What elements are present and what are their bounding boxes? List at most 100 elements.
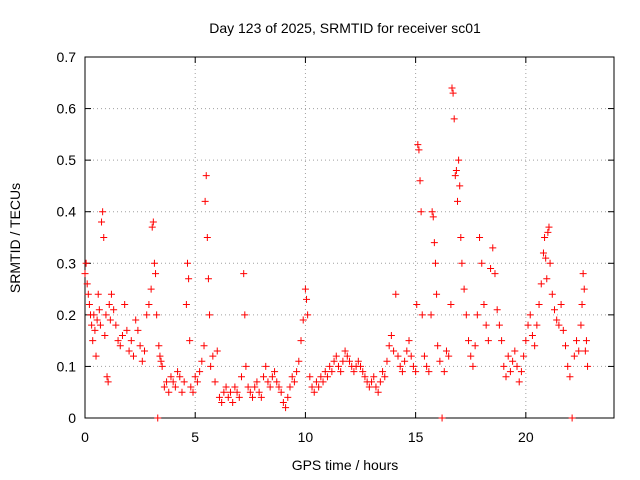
data-point [191, 373, 199, 381]
data-point [578, 301, 586, 309]
data-point [577, 321, 585, 329]
data-point [202, 172, 210, 180]
data-point [297, 337, 305, 345]
data-point [104, 378, 112, 386]
data-point [387, 331, 395, 339]
data-point [262, 362, 270, 370]
data-point [526, 311, 534, 319]
data-point [482, 321, 490, 329]
data-point [417, 208, 425, 216]
data-point [401, 357, 409, 365]
data-point [465, 337, 473, 345]
data-point [110, 306, 118, 314]
data-point [413, 301, 421, 309]
data-point [515, 378, 523, 386]
data-point [359, 368, 367, 376]
data-point [129, 352, 137, 360]
data-point [92, 352, 100, 360]
data-point [293, 368, 301, 376]
data-point [246, 388, 254, 396]
data-point [215, 393, 223, 401]
data-point [326, 362, 334, 370]
data-point [455, 156, 463, 164]
data-point [231, 383, 239, 391]
data-point [539, 249, 547, 257]
data-point [476, 234, 484, 241]
data-point [125, 347, 133, 355]
data-point [218, 399, 226, 407]
data-point [158, 362, 166, 370]
data-point [543, 275, 551, 283]
data-point [372, 383, 380, 391]
data-point [226, 388, 234, 396]
data-point [266, 383, 274, 391]
data-point [566, 373, 574, 381]
data-point [469, 362, 477, 370]
data-point [343, 352, 351, 360]
data-point [429, 213, 437, 221]
data-point [207, 362, 215, 370]
data-point [165, 388, 173, 396]
data-point [557, 301, 565, 309]
x-axis-label: GPS time / hours [292, 457, 399, 473]
data-point [456, 182, 464, 190]
data-point [275, 383, 283, 391]
data-point [517, 368, 525, 376]
data-point [279, 399, 287, 407]
data-point [121, 301, 129, 309]
data-point [88, 321, 96, 329]
data-point [182, 301, 190, 309]
data-point [319, 378, 327, 386]
data-point [357, 362, 365, 370]
data-point [186, 337, 194, 345]
data-point [284, 393, 292, 401]
data-point [431, 259, 439, 267]
data-point [229, 399, 237, 407]
x-tick-label: 15 [408, 429, 424, 445]
data-point [339, 357, 347, 365]
data-point [141, 347, 149, 355]
points-layer [81, 84, 592, 422]
data-point [442, 347, 450, 355]
data-point [398, 368, 406, 376]
data-point [337, 368, 345, 376]
data-point [295, 357, 303, 365]
data-point [528, 331, 536, 339]
data-point [98, 218, 106, 226]
data-point [493, 306, 501, 314]
data-point [370, 373, 378, 381]
data-point [383, 357, 391, 365]
data-point [535, 301, 543, 309]
y-tick-label: 0.7 [57, 49, 77, 65]
data-point [96, 321, 104, 329]
y-tick-label: 0.3 [57, 255, 77, 271]
data-point [241, 311, 249, 319]
data-point [83, 280, 91, 288]
data-point [116, 342, 124, 350]
data-point [524, 321, 532, 329]
data-point [156, 352, 164, 360]
data-point [520, 352, 528, 360]
data-point [418, 311, 426, 319]
data-point [103, 373, 111, 381]
data-point [502, 373, 510, 381]
data-point [487, 264, 495, 272]
data-point [240, 270, 248, 278]
data-point [368, 378, 376, 386]
data-point [458, 259, 466, 267]
data-point [334, 362, 342, 370]
data-point [390, 347, 398, 355]
data-point [409, 362, 417, 370]
data-point [189, 388, 197, 396]
data-point [93, 316, 101, 324]
data-point [138, 357, 146, 365]
data-point [580, 285, 588, 293]
data-point [301, 285, 309, 293]
data-point [299, 316, 307, 324]
data-point [448, 84, 456, 92]
data-point [220, 388, 228, 396]
data-point [428, 208, 436, 216]
data-point [84, 290, 92, 298]
data-point [157, 357, 165, 365]
